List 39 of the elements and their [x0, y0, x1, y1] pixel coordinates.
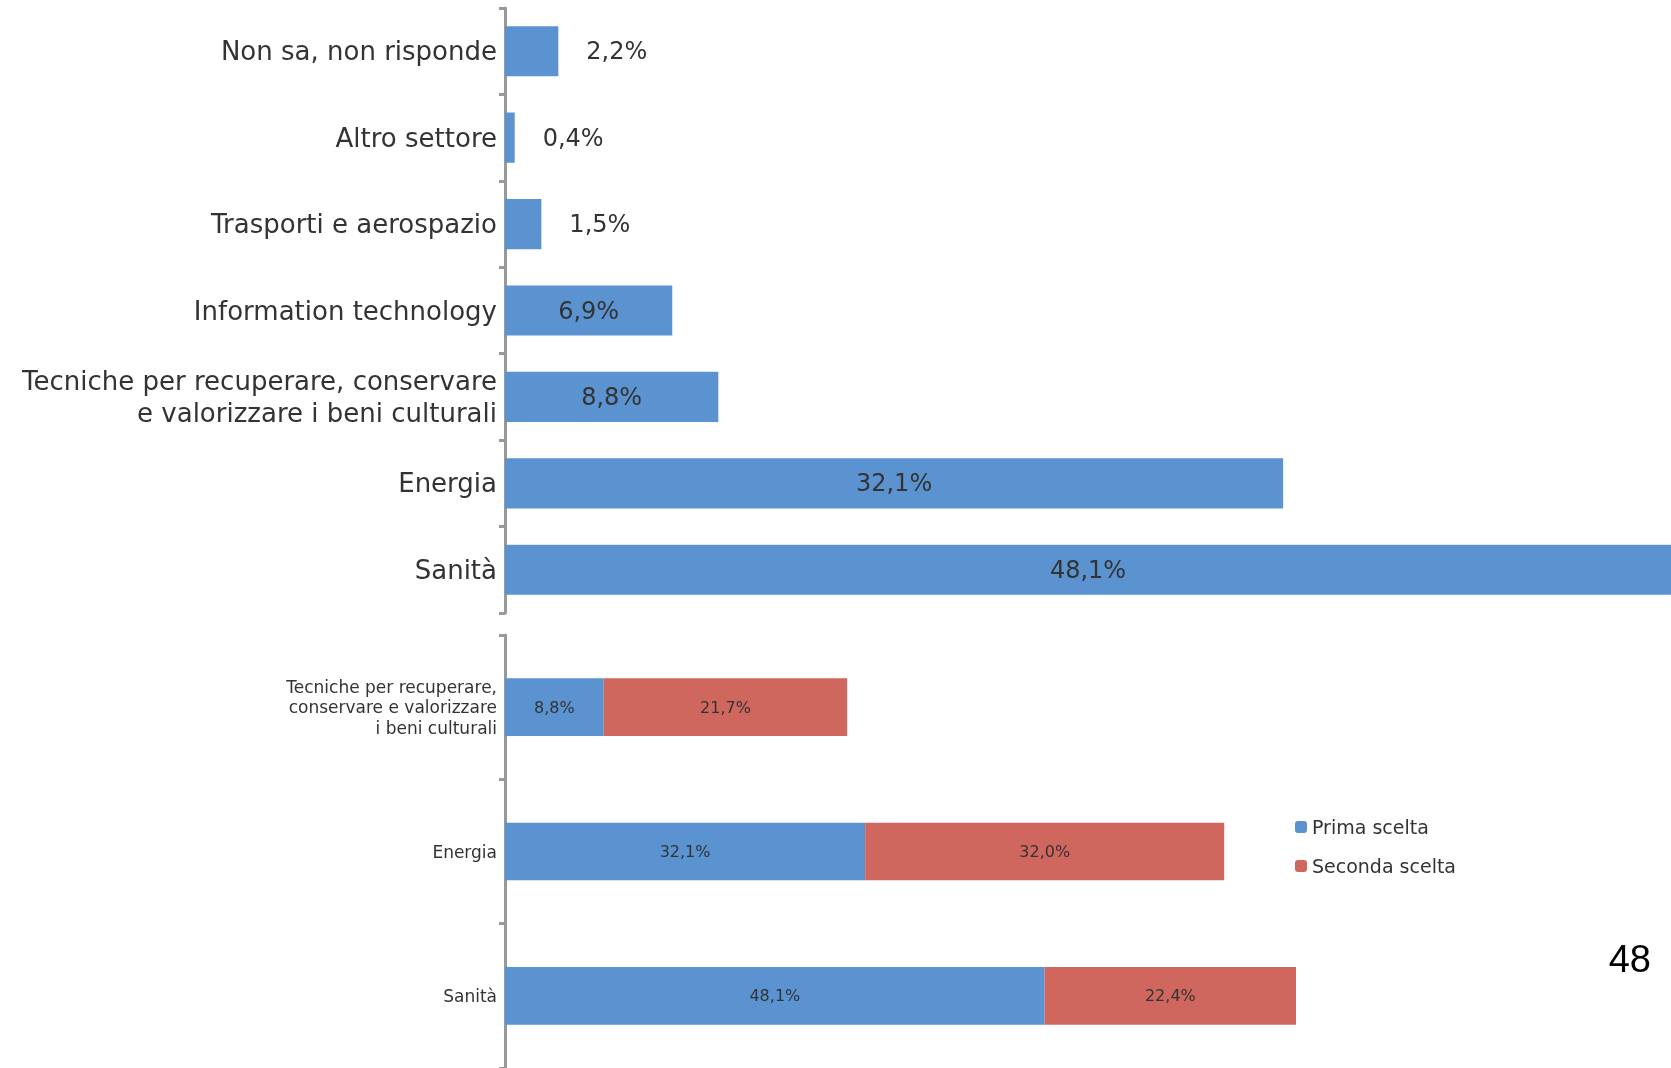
data-label: 21,7%: [700, 697, 751, 717]
bar: [505, 199, 542, 250]
bar: [505, 678, 604, 737]
bar: [505, 371, 719, 422]
bar: [505, 112, 515, 163]
data-label: 8,8%: [581, 382, 643, 411]
bar: [1044, 966, 1296, 1025]
y-tick-label: Energia: [398, 468, 497, 499]
legend-label: Prima scelta: [1312, 816, 1429, 838]
data-label: 22,4%: [1144, 986, 1196, 1006]
y-tick-label: Sanità: [443, 985, 497, 1006]
y-tick-label: Energia: [432, 841, 497, 862]
data-label: 32,1%: [855, 469, 933, 498]
bar: [505, 26, 559, 77]
y-tick-label: Tecniche per recuperare, conservare e valorizzare i beni culturali: [21, 366, 497, 428]
data-label: 0,4%: [542, 123, 604, 152]
bar: [505, 458, 1284, 509]
data-label: 6,9%: [558, 296, 620, 325]
data-label: 32,1%: [659, 842, 711, 861]
y-tick-label: Sanità: [414, 554, 497, 585]
data-label: 48,1%: [749, 986, 801, 1006]
y-tick-label: Altro settore: [335, 122, 497, 153]
bar: [865, 822, 1225, 881]
legend-label: Seconda scelta: [1312, 855, 1457, 877]
data-label: 2,2%: [586, 37, 648, 66]
bar: [505, 544, 1671, 595]
data-label: 48,1%: [1049, 555, 1127, 584]
bar: [603, 678, 848, 737]
bar: [505, 822, 866, 881]
bar: [505, 285, 673, 336]
y-tick-label: Tecniche per recuperare, conservare e valorizzare i beni culturali: [285, 676, 497, 738]
y-tick-label: Information technology: [193, 295, 497, 326]
data-label: 32,0%: [1019, 842, 1071, 861]
y-tick-label: Trasporti e aerospazio: [210, 209, 497, 240]
bar: [505, 966, 1045, 1025]
data-label: 1,5%: [569, 210, 631, 239]
data-label: 8,8%: [534, 697, 575, 717]
text: 48: [1608, 938, 1652, 980]
y-tick-label: Non sa, non risponde: [220, 36, 497, 67]
